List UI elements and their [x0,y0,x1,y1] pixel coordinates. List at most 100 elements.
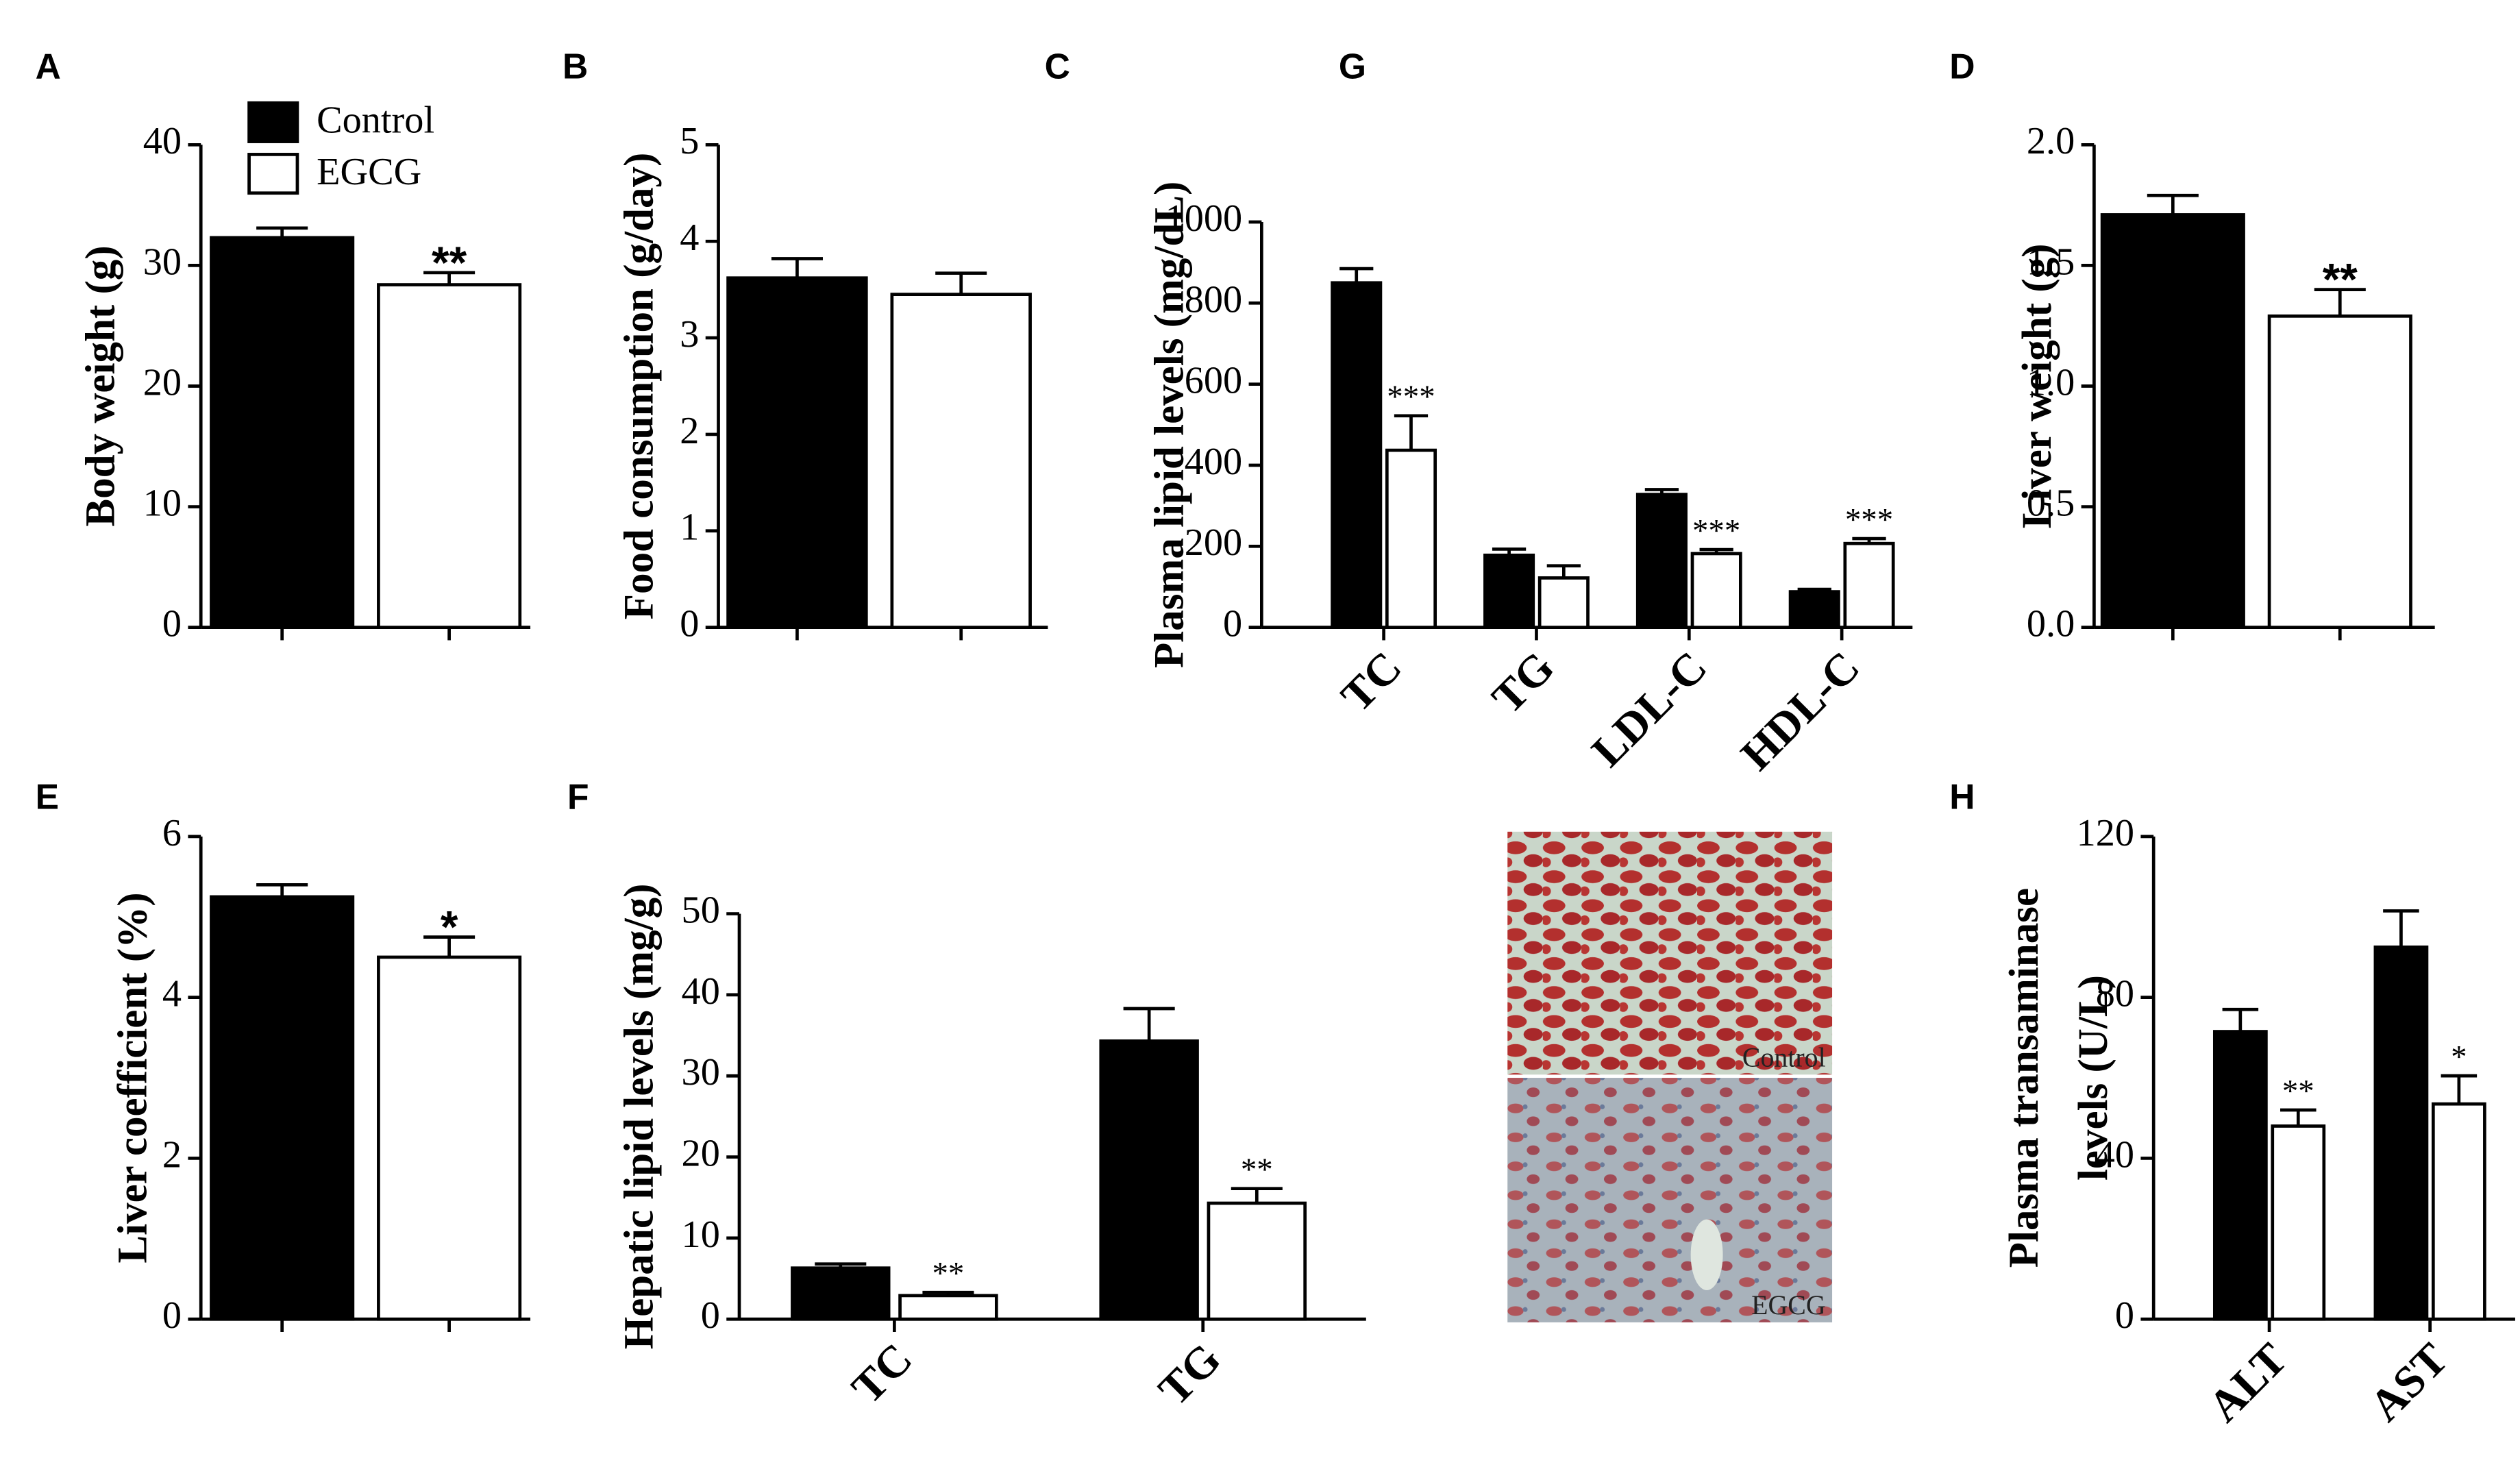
chart: D Liver weight (g) 0.0 0.5 1.0 1.5 2.0 ** [1949,47,2435,645]
bar [2373,945,2429,1321]
x-tick-label: AST [2360,1334,2458,1431]
y-tick-label: 10 [143,482,182,524]
y-tick-label: 10 [682,1213,720,1256]
significance-label: ** [932,1255,964,1291]
y-tick-label: 1 [680,506,699,549]
y-tick-label: 2 [680,410,699,452]
significance-label: *** [1387,379,1435,415]
y-tick-label: 2.0 [2027,120,2075,162]
panel-label: E [36,776,59,816]
bar [726,276,868,629]
y-tick-label: 0 [1223,603,1242,645]
x-tick-label: HDL-C [1731,642,1869,780]
panel-label: A [36,47,61,86]
bar [210,236,355,630]
bar [1483,553,1535,630]
y-tick-label: 0 [162,603,182,645]
bar [1690,552,1742,629]
y-tick-label: 40 [143,120,182,162]
x-tick-label: LDL-C [1582,642,1716,776]
y-axis-label: Plasma transaminase [2001,888,2047,1268]
bar [2431,1102,2486,1321]
chart: F Hepatic lipid levels (mg/g) 0 10 20 30 40 50 T… [567,776,1366,1415]
significance-label: * [441,902,458,952]
bar [791,1266,891,1321]
bar [1207,1201,1307,1321]
significance-label: * [2451,1039,2467,1074]
y-tick-label: 600 [1185,360,1242,402]
bar [377,283,522,630]
x-tick-label: TG [1483,642,1564,724]
y-tick-label: 20 [143,361,182,404]
y-axis-label: Hepatic lipid levels (mg/g) [616,884,662,1350]
bar [1537,576,1590,630]
y-axis-label: Plasma lipid levels (mg/dL) [1146,182,1192,668]
bar [1635,493,1688,629]
y-tick-label: 4 [680,217,699,259]
y-tick-label: 0 [162,1294,182,1337]
chart: C Plasma lipid levels (mg/dL) 0 200 400 600 80… [1045,47,1913,780]
y-tick-label: 0 [680,603,699,645]
bar [2271,1124,2326,1321]
bar [2100,213,2245,629]
y-tick-label: 120 [2077,812,2134,854]
y-tick-label: 6 [162,812,182,854]
y-tick-label: 800 [1185,278,1242,321]
bar [210,895,355,1321]
y-axis-label: Body weight (g) [77,245,123,526]
y-tick-label: 80 [2096,973,2134,1015]
y-axis-label: Liver weight (g) [2014,244,2060,529]
bar [1788,590,1840,630]
panel-label: C [1045,47,1070,86]
bar [377,955,522,1321]
y-tick-label: 1000 [1165,197,1243,240]
y-axis-label: Food consumption (g/day) [616,153,662,620]
bar [898,1294,998,1321]
y-tick-label: 5 [680,120,699,162]
image-caption: EGCG [1751,1290,1825,1320]
panel-label: F [567,776,589,816]
bar [1385,448,1437,630]
y-tick-label: 30 [682,1051,720,1094]
y-axis-label: levels (U/L) [2071,975,2116,1181]
y-tick-label: 1.5 [2027,241,2075,283]
legend-swatch [247,101,299,143]
y-tick-label: 1.0 [2027,361,2075,404]
legend-swatch [247,153,299,195]
y-tick-label: 40 [2096,1133,2134,1176]
micrograph [1507,831,1833,1075]
y-tick-label: 0 [701,1294,720,1337]
y-tick-label: 0.5 [2027,482,2075,524]
x-tick-label: TC [842,1334,922,1414]
panel-label: B [563,47,588,86]
significance-label: *** [1845,502,1893,537]
micrograph [1507,1078,1833,1322]
chart: B Food consumption (g/day) 0 1 2 3 4 5 [563,47,1048,645]
y-tick-label: 50 [682,889,720,931]
x-tick-label: TG [1149,1334,1231,1416]
y-tick-label: 0.0 [2027,603,2075,645]
x-tick-label: TC [1332,642,1411,722]
bar [1099,1039,1199,1321]
chart: A Body weight (g) 0 10 20 30 40 ** Control EGCG [36,47,531,645]
chart: H Plasma transaminase levels (U/L) 0 40 80 120… [1949,776,2515,1431]
panel-label: G [1339,47,1366,86]
y-tick-label: 400 [1185,441,1242,483]
image-panel: G Control EGCG [1339,47,1833,1322]
bar [2212,1030,2268,1321]
y-axis-label: Liver coefficient (%) [110,892,156,1263]
bar [1843,541,1895,630]
panel-label: D [1949,47,1975,86]
vessel [1690,1219,1723,1290]
x-tick-label: ALT [2199,1334,2297,1432]
legend-label: EGCG [317,151,421,193]
y-tick-label: 4 [162,973,182,1015]
y-tick-label: 30 [143,241,182,283]
significance-label: *** [1692,513,1740,548]
y-tick-label: 200 [1185,521,1242,564]
significance-label: ** [2323,255,2358,305]
bar [890,293,1032,629]
y-tick-label: 0 [2115,1294,2134,1337]
image-caption: Control [1742,1041,1826,1072]
